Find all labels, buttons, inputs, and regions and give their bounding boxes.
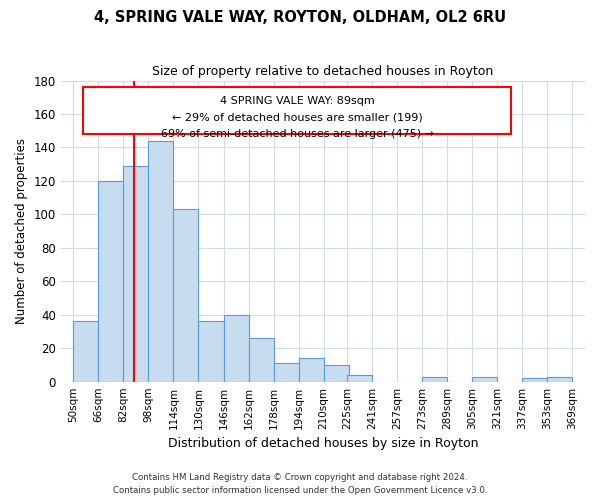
Bar bbox=[173, 210, 199, 382]
Bar bbox=[347, 375, 372, 382]
Text: 4, SPRING VALE WAY, ROYTON, OLDHAM, OL2 6RU: 4, SPRING VALE WAY, ROYTON, OLDHAM, OL2 … bbox=[94, 10, 506, 25]
Bar bbox=[547, 376, 572, 382]
Bar bbox=[199, 322, 224, 382]
Y-axis label: Number of detached properties: Number of detached properties bbox=[15, 138, 28, 324]
Bar bbox=[472, 376, 497, 382]
Bar bbox=[83, 87, 511, 134]
Text: ← 29% of detached houses are smaller (199): ← 29% of detached houses are smaller (19… bbox=[172, 112, 422, 122]
Bar bbox=[323, 365, 349, 382]
Bar bbox=[148, 141, 173, 382]
Text: 69% of semi-detached houses are larger (475) →: 69% of semi-detached houses are larger (… bbox=[161, 129, 434, 139]
Bar bbox=[422, 376, 447, 382]
Bar bbox=[523, 378, 547, 382]
Text: 4 SPRING VALE WAY: 89sqm: 4 SPRING VALE WAY: 89sqm bbox=[220, 96, 374, 106]
Bar bbox=[299, 358, 323, 382]
Title: Size of property relative to detached houses in Royton: Size of property relative to detached ho… bbox=[152, 65, 494, 78]
Bar bbox=[248, 338, 274, 382]
X-axis label: Distribution of detached houses by size in Royton: Distribution of detached houses by size … bbox=[167, 437, 478, 450]
Bar bbox=[73, 322, 98, 382]
Bar bbox=[274, 364, 299, 382]
Bar bbox=[124, 166, 148, 382]
Text: Contains HM Land Registry data © Crown copyright and database right 2024.
Contai: Contains HM Land Registry data © Crown c… bbox=[113, 474, 487, 495]
Bar bbox=[224, 315, 248, 382]
Bar bbox=[98, 181, 124, 382]
